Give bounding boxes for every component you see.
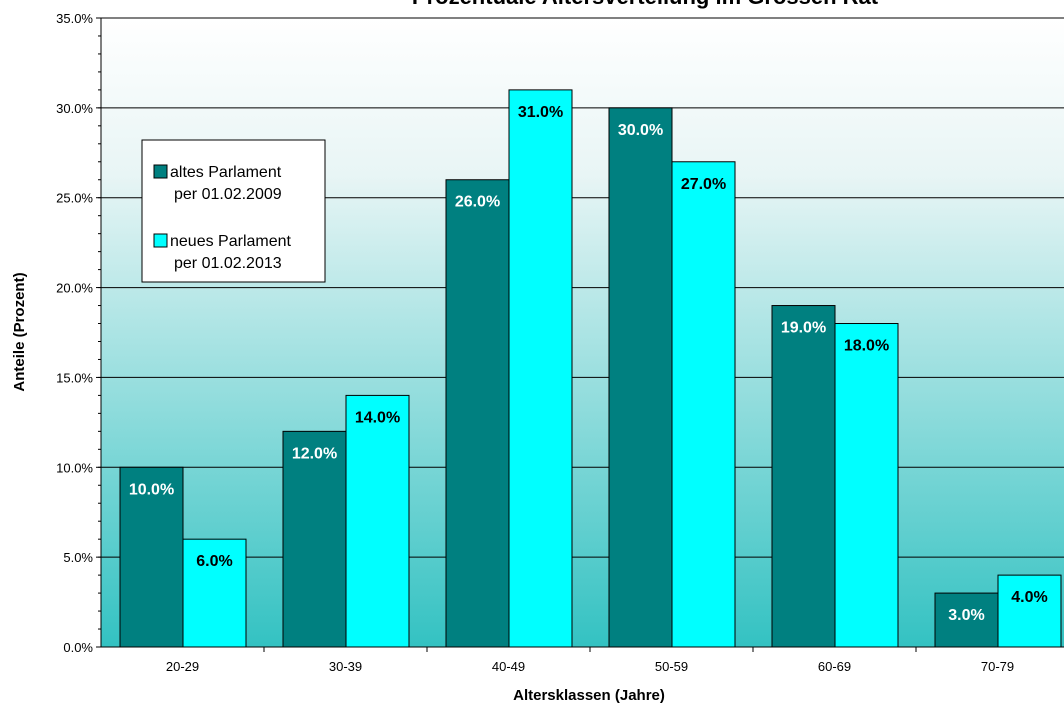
data-label: 10.0% [129, 481, 174, 498]
x-tick-label: 30-39 [329, 659, 362, 674]
y-tick-label: 5.0% [63, 550, 93, 565]
plot-area [101, 18, 1064, 647]
data-label: 18.0% [844, 338, 889, 355]
data-label: 14.0% [355, 409, 400, 426]
data-label: 12.0% [292, 445, 337, 462]
data-label: 30.0% [618, 122, 663, 139]
y-tick-label: 10.0% [56, 460, 93, 475]
x-tick-label: 70-79 [981, 659, 1014, 674]
x-tick-label: 50-59 [655, 659, 688, 674]
y-tick-label: 0.0% [63, 640, 93, 655]
y-tick-label: 30.0% [56, 101, 93, 116]
y-axis-title: Anteile (Prozent) [11, 272, 28, 391]
bar-neues-20-29 [182, 538, 247, 648]
bar-altes-40-49 [445, 179, 510, 648]
chart-title: Prozentuale Altersverteilung im Grossen … [412, 0, 879, 9]
bar-neues-30-39 [345, 394, 410, 648]
y-tick-label: 25.0% [56, 191, 93, 206]
bar-altes-30-39 [282, 430, 347, 648]
y-tick-label: 20.0% [56, 281, 93, 296]
data-label: 26.0% [455, 194, 500, 211]
legend-label-altes-line1: altes Parlament [170, 164, 282, 181]
x-tick-label: 40-49 [492, 659, 525, 674]
legend-label-neues-line2: per 01.02.2013 [174, 255, 282, 272]
bar-neues-60-69 [834, 323, 899, 648]
legend-swatch-neues [153, 233, 168, 248]
bar-neues-70-79 [997, 574, 1062, 648]
bar-neues-50-59 [671, 161, 736, 648]
bar-altes-60-69 [771, 305, 836, 648]
legend-swatch-altes [153, 164, 168, 179]
bar-neues-40-49 [508, 89, 573, 648]
data-label: 31.0% [518, 104, 563, 121]
data-label: 6.0% [196, 553, 232, 570]
x-axis-title: Altersklassen (Jahre) [513, 687, 665, 704]
x-tick-label: 60-69 [818, 659, 851, 674]
y-tick-label: 15.0% [56, 370, 93, 385]
legend-label-neues-line1: neues Parlament [170, 233, 292, 250]
bar-altes-50-59 [608, 107, 673, 648]
data-label: 27.0% [681, 176, 726, 193]
y-tick-label: 35.0% [56, 11, 93, 26]
data-label: 19.0% [781, 320, 826, 337]
data-label: 3.0% [948, 607, 984, 624]
legend-box [141, 139, 326, 283]
data-label: 4.0% [1011, 589, 1047, 606]
legend: altes Parlament per 01.02.2009 neues Par… [141, 139, 326, 283]
legend-label-altes-line2: per 01.02.2009 [174, 186, 282, 203]
x-tick-label: 20-29 [166, 659, 199, 674]
